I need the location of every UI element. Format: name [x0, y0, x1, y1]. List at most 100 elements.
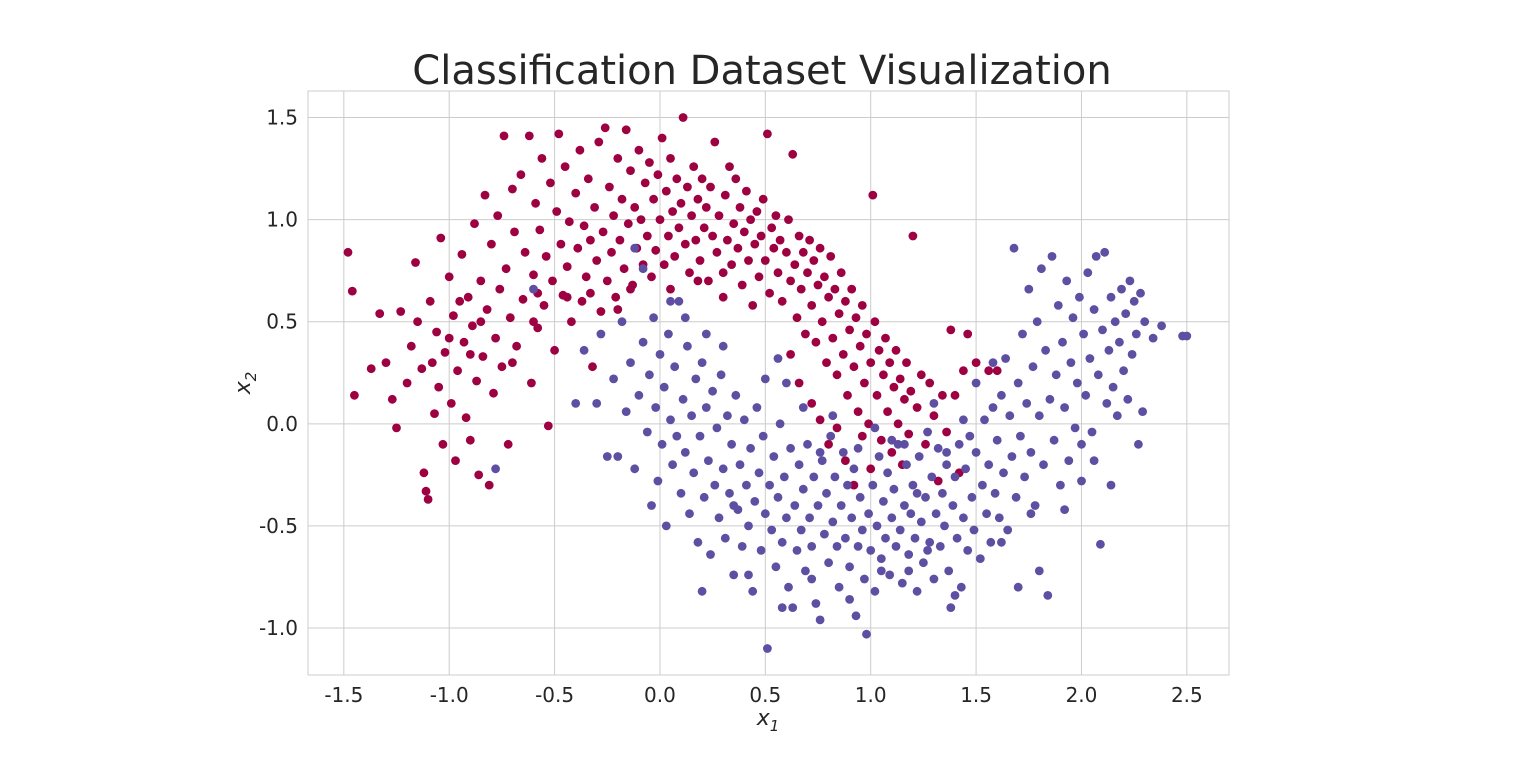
scatter-point-series-0 [375, 309, 385, 318]
scatter-point-series-0 [501, 264, 511, 274]
scatter-point-series-1 [674, 296, 684, 306]
scatter-point-series-1 [914, 452, 924, 461]
scatter-point-series-1 [906, 509, 916, 519]
scatter-point-series-0 [529, 317, 538, 327]
scatter-point-series-0 [552, 207, 562, 216]
scatter-point-series-1 [683, 341, 692, 351]
scatter-point-series-1 [720, 533, 730, 543]
scatter-point-series-0 [689, 162, 699, 172]
scatter-point-series-1 [923, 546, 932, 555]
scatter-point-series-1 [529, 284, 538, 294]
scatter-point-series-0 [706, 182, 715, 192]
scatter-point-series-0 [546, 178, 555, 188]
scatter-point-series-0 [883, 407, 892, 416]
scatter-point-series-0 [419, 468, 429, 478]
scatter-point-series-0 [727, 260, 736, 269]
scatter-point-series-0 [853, 407, 863, 416]
scatter-point-series-1 [1075, 292, 1084, 302]
x-tick-label: -1.0 [430, 683, 469, 707]
scatter-point-series-0 [573, 243, 583, 253]
scatter-point-series-1 [773, 354, 783, 363]
scatter-point-series-1 [803, 439, 812, 449]
scatter-point-series-1 [817, 456, 827, 465]
scatter-point-series-0 [541, 252, 551, 261]
scatter-point-series-0 [676, 198, 686, 208]
plot-area [308, 91, 1229, 675]
scatter-point-series-0 [744, 256, 753, 265]
scatter-point-series-0 [659, 260, 669, 269]
x-tick-label: -0.5 [535, 683, 574, 707]
scatter-point-series-1 [796, 525, 806, 535]
scatter-point-series-1 [750, 497, 760, 506]
scatter-point-series-0 [767, 223, 777, 233]
scatter-point-series-1 [845, 595, 854, 604]
scatter-point-series-1 [1104, 345, 1114, 355]
scatter-point-series-0 [468, 321, 477, 331]
scatter-point-series-1 [794, 460, 804, 470]
scatter-point-series-1 [651, 403, 661, 412]
scatter-point-series-0 [503, 439, 513, 449]
scatter-point-series-0 [708, 231, 717, 241]
scatter-point-series-1 [870, 586, 880, 596]
scatter-point-series-0 [461, 413, 471, 423]
scatter-point-series-1 [788, 603, 798, 612]
scatter-point-series-1 [965, 431, 975, 441]
scatter-point-series-1 [731, 390, 741, 400]
scatter-point-series-0 [765, 288, 774, 298]
scatter-point-series-1 [786, 443, 795, 453]
scatter-point-series-0 [537, 154, 547, 163]
scatter-point-series-0 [895, 374, 905, 384]
scatter-point-series-1 [1013, 378, 1023, 388]
scatter-point-series-0 [592, 256, 602, 265]
scatter-point-series-1 [921, 492, 930, 502]
scatter-point-series-0 [691, 235, 701, 245]
scatter-point-series-1 [946, 603, 956, 612]
x-axis-label: x1 [756, 706, 780, 735]
scatter-point-series-1 [699, 492, 709, 502]
scatter-point-series-1 [978, 480, 987, 490]
scatter-point-series-0 [824, 292, 833, 302]
scatter-point-series-1 [729, 570, 739, 580]
scatter-point-series-1 [1106, 480, 1116, 490]
scatter-point-series-1 [767, 525, 777, 535]
y-tick-label: -1.0 [259, 616, 298, 640]
scatter-point-series-1 [942, 460, 951, 470]
scatter-point-series-1 [1043, 591, 1053, 600]
scatter-point-series-0 [661, 186, 671, 196]
scatter-point-series-1 [940, 521, 949, 531]
scatter-point-series-1 [841, 533, 850, 543]
scatter-point-series-0 [642, 231, 652, 241]
scatter-point-series-1 [807, 574, 817, 584]
scatter-point-series-1 [897, 578, 907, 588]
scatter-point-series-0 [427, 358, 437, 367]
scatter-point-series-0 [701, 203, 711, 212]
scatter-point-series-0 [607, 247, 616, 257]
scatter-point-series-1 [1119, 366, 1128, 376]
scatter-point-series-1 [752, 403, 762, 412]
scatter-point-series-0 [699, 223, 709, 233]
scatter-point-series-0 [872, 390, 882, 400]
scatter-point-series-1 [1003, 525, 1013, 535]
scatter-point-series-0 [729, 219, 739, 229]
scatter-point-series-0 [908, 231, 918, 241]
data-points [343, 113, 1192, 653]
scatter-point-series-0 [577, 296, 587, 306]
scatter-point-series-0 [775, 235, 785, 245]
scatter-point-series-0 [704, 276, 713, 286]
scatter-point-series-1 [1098, 325, 1107, 335]
scatter-point-series-1 [1028, 362, 1038, 372]
scatter-point-series-0 [588, 362, 597, 372]
scatter-point-series-0 [539, 301, 549, 310]
scatter-point-series-1 [904, 566, 914, 576]
scatter-point-series-1 [737, 542, 747, 551]
scatter-point-series-0 [489, 388, 498, 398]
scatter-point-series-0 [893, 419, 903, 429]
scatter-point-series-1 [1051, 370, 1061, 380]
scatter-point-series-0 [739, 227, 749, 237]
scatter-point-series-1 [661, 521, 671, 531]
scatter-point-series-0 [822, 358, 831, 367]
scatter-point-series-1 [950, 591, 960, 600]
scatter-point-series-1 [602, 452, 612, 461]
scatter-point-series-1 [828, 517, 838, 527]
scatter-point-series-0 [548, 276, 557, 286]
